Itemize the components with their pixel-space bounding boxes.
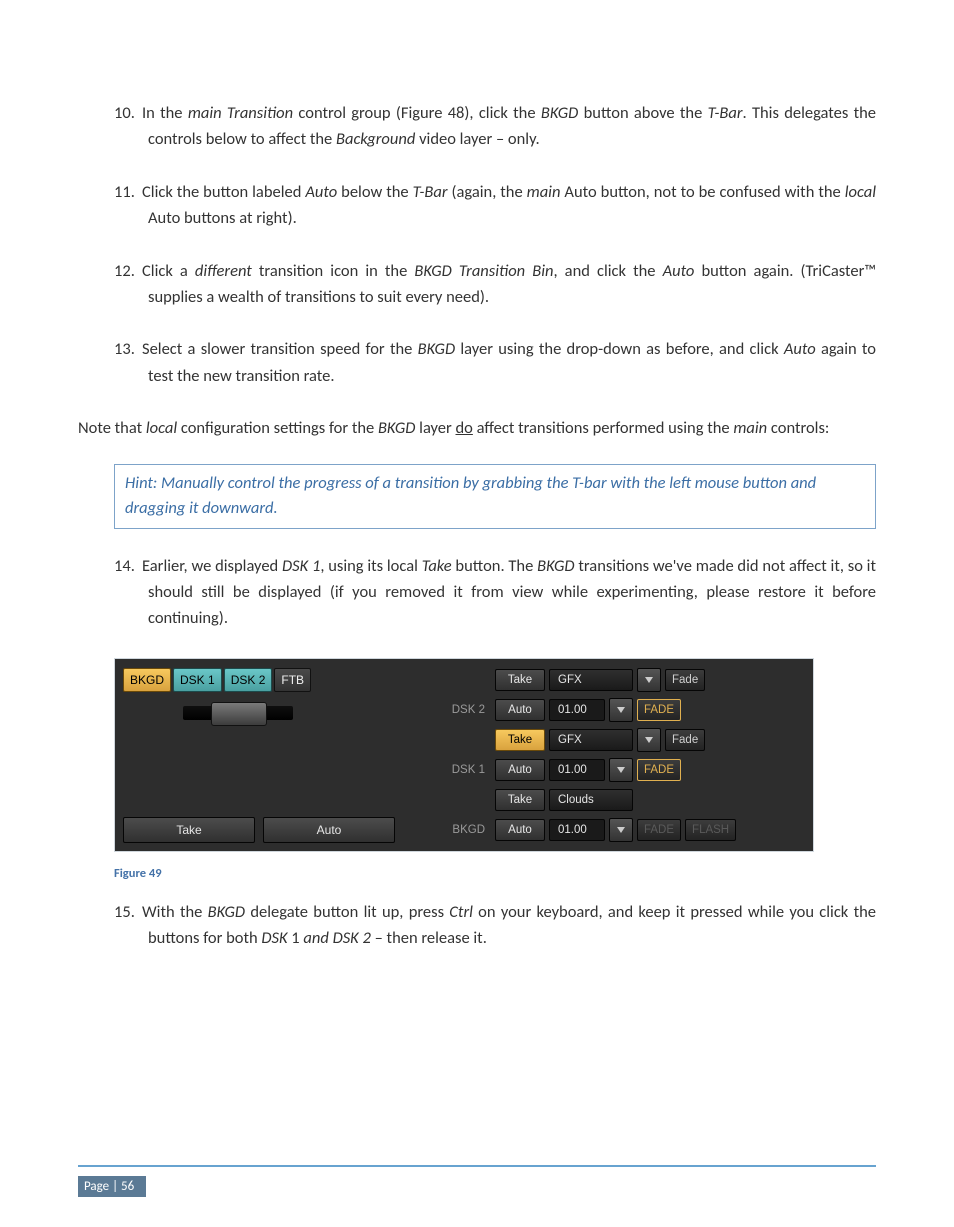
figure-49-panel: BKGD DSK 1 DSK 2 FTB Take GFX Fade DSK 2… (114, 658, 814, 852)
list-text: Click the button labeled Auto below the … (142, 182, 876, 228)
dsk1-take-button[interactable]: Take (495, 729, 545, 751)
list-text: In the main Transition control group (Fi… (142, 103, 876, 149)
t-bar[interactable] (183, 706, 293, 720)
footer-rule (78, 1165, 876, 1167)
dsk1-gfx-dropdown-icon[interactable] (637, 728, 661, 752)
bkgd-fade-effect[interactable]: FADE (637, 819, 681, 841)
dsk2-label: DSK 2 (395, 704, 495, 716)
hint-box: Hint: Manually control the progress of a… (114, 464, 876, 529)
dsk1-time-dropdown-icon[interactable] (609, 758, 633, 782)
list-text: Select a slower transition speed for the… (142, 339, 876, 385)
dsk1-time-readout[interactable]: 01.00 (549, 759, 605, 781)
dsk1-label: DSK 1 (395, 764, 495, 776)
dsk1-fade-effect[interactable]: FADE (637, 759, 681, 781)
dsk1-tab[interactable]: DSK 1 (173, 668, 222, 692)
bkgd-take-button[interactable]: Take (495, 789, 545, 811)
list-number: 15. (114, 899, 142, 925)
list-item-13: 13.Select a slower transition speed for … (78, 336, 876, 389)
bkgd-flash-effect[interactable]: FLASH (685, 819, 736, 841)
dsk2-take-button[interactable]: Take (495, 669, 545, 691)
list-text: Click a different transition icon in the… (142, 261, 876, 307)
bkgd-time-dropdown-icon[interactable] (609, 818, 633, 842)
bkgd-clouds-readout[interactable]: Clouds (549, 789, 633, 811)
dsk2-fade-effect[interactable]: FADE (637, 699, 681, 721)
list-item-12: 12.Click a different transition icon in … (78, 258, 876, 311)
main-take-button[interactable]: Take (123, 817, 255, 843)
bkgd-label: BKGD (395, 824, 495, 836)
bkgd-auto-button[interactable]: Auto (495, 819, 545, 841)
dsk1-auto-button[interactable]: Auto (495, 759, 545, 781)
list-item-11: 11.Click the button labeled Auto below t… (78, 179, 876, 232)
main-auto-button[interactable]: Auto (263, 817, 395, 843)
list-item-10: 10.In the main Transition control group … (78, 100, 876, 153)
dsk1-fade-button[interactable]: Fade (665, 729, 705, 751)
bkgd-tab[interactable]: BKGD (123, 668, 171, 692)
list-number: 13. (114, 336, 142, 362)
list-item-14: 14.Earlier, we displayed DSK 1, using it… (78, 553, 876, 632)
list-number: 14. (114, 553, 142, 579)
ftb-tab[interactable]: FTB (274, 668, 311, 692)
list-number: 10. (114, 100, 142, 126)
figure-caption: Figure 49 (114, 866, 876, 881)
dsk2-gfx-readout[interactable]: GFX (549, 669, 633, 691)
dsk2-time-readout[interactable]: 01.00 (549, 699, 605, 721)
bkgd-time-readout[interactable]: 01.00 (549, 819, 605, 841)
list-number: 12. (114, 258, 142, 284)
dsk2-gfx-dropdown-icon[interactable] (637, 668, 661, 692)
dsk2-tab[interactable]: DSK 2 (224, 668, 273, 692)
dsk2-auto-button[interactable]: Auto (495, 699, 545, 721)
list-text: Earlier, we displayed DSK 1, using its l… (142, 556, 876, 629)
dsk2-time-dropdown-icon[interactable] (609, 698, 633, 722)
list-number: 11. (114, 179, 142, 205)
dsk1-gfx-readout[interactable]: GFX (549, 729, 633, 751)
note-paragraph: Note that local configuration settings f… (78, 415, 876, 441)
dsk2-fade-button[interactable]: Fade (665, 669, 705, 691)
page-number: Page | 56 (78, 1176, 146, 1197)
list-text: With the BKGD delegate button lit up, pr… (142, 902, 876, 948)
list-item-15: 15.With the BKGD delegate button lit up,… (78, 899, 876, 952)
